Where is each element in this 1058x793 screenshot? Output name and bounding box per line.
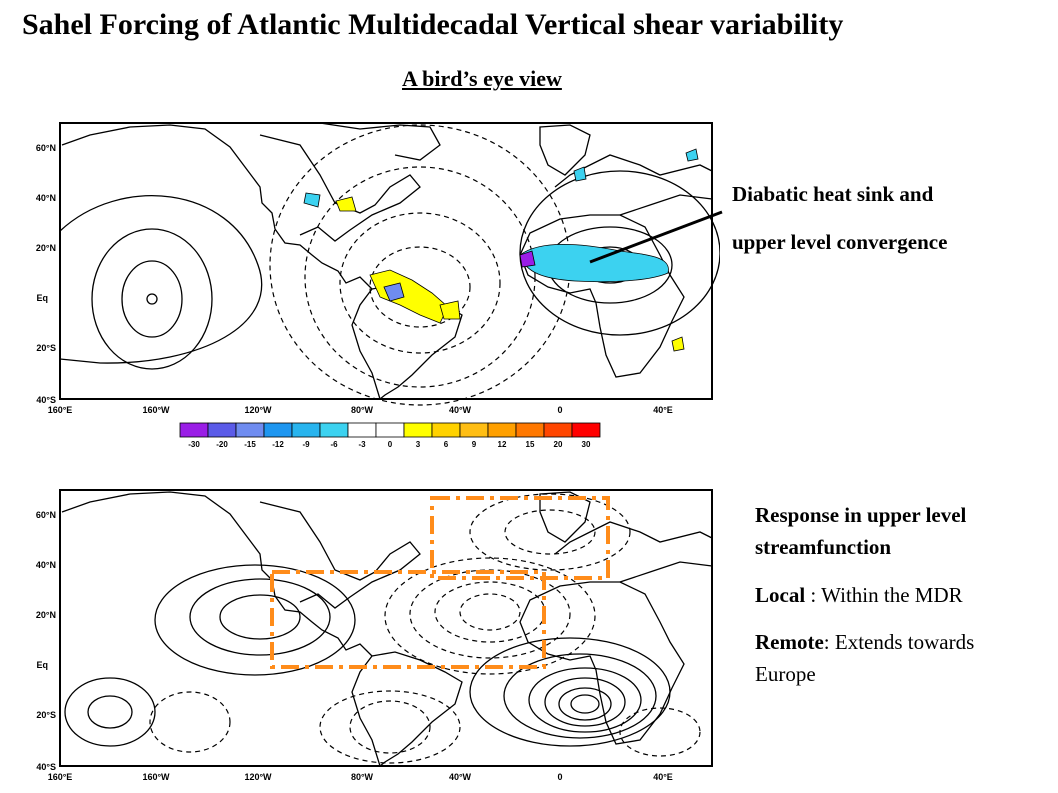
lat-label: Eq: [36, 660, 48, 670]
lat-label: 20°S: [36, 343, 56, 353]
lon-label: 40°E: [653, 772, 673, 782]
slide-subtitle: A bird’s eye view: [402, 66, 562, 91]
lon-label: 40°W: [449, 405, 472, 415]
lat-label: 40°N: [36, 560, 56, 570]
top-map-lat-labels: 60°N 40°N 20°N Eq 20°S 40°S: [36, 143, 56, 405]
top-map-shading: [303, 148, 699, 352]
colorbar-label: 6: [444, 440, 449, 449]
bottom-map: 60°N 40°N 20°N Eq 20°S 40°S 160°E 160°W …: [36, 489, 713, 782]
colorbar-label: 9: [472, 440, 477, 449]
remote-line: Remote: Extends towards: [755, 630, 974, 655]
lat-label: 40°S: [36, 395, 56, 405]
bottom-map-solid-contours: [64, 564, 671, 747]
colorbar-label: 30: [582, 440, 591, 449]
lat-label: 40°S: [36, 762, 56, 772]
slide-title: Sahel Forcing of Atlantic Multidecadal V…: [22, 8, 844, 41]
lat-label: 40°N: [36, 193, 56, 203]
annotation-line-2: upper level convergence: [732, 230, 948, 254]
lon-label: 0: [557, 405, 562, 415]
colorbar-label: 0: [388, 440, 393, 449]
local-line: Local : Within the MDR: [755, 583, 963, 608]
lat-label: 60°N: [36, 143, 56, 153]
colorbar-label: -3: [358, 440, 366, 449]
lon-label: 120°W: [244, 772, 272, 782]
lon-label: 40°E: [653, 405, 673, 415]
lon-label: 160°W: [142, 772, 170, 782]
local-text: : Within the MDR: [805, 583, 963, 607]
local-label: Local: [755, 583, 806, 607]
lat-label: 60°N: [36, 510, 56, 520]
lon-label: 160°E: [48, 405, 73, 415]
response-heading-line-1: Response in upper level: [755, 503, 967, 527]
bottom-map-lat-labels: 60°N 40°N 20°N Eq 20°S 40°S: [36, 510, 56, 772]
colorbar-label: 20: [554, 440, 563, 449]
colorbar-label: -9: [302, 440, 310, 449]
annotation-line-1: Diabatic heat sink and: [732, 182, 934, 206]
lon-label: 0: [557, 772, 562, 782]
top-map: 60°N 40°N 20°N Eq 20°S 40°S 160°E 160°W …: [36, 122, 720, 449]
bottom-map-lon-labels: 160°E 160°W 120°W 80°W 40°W 0 40°E: [48, 772, 673, 782]
lon-label: 80°W: [351, 405, 374, 415]
lat-label: 20°S: [36, 710, 56, 720]
colorbar-label: 3: [416, 440, 421, 449]
colorbar-label: -6: [330, 440, 338, 449]
colorbar-label: -15: [244, 440, 256, 449]
colorbar-label: -12: [272, 440, 284, 449]
colorbar-label: 15: [526, 440, 535, 449]
colorbar-swatch: [571, 422, 601, 438]
mdr-box: [270, 496, 610, 669]
remote-label: Remote: [755, 630, 824, 654]
response-heading-line-2: streamfunction: [755, 535, 892, 559]
lon-label: 80°W: [351, 772, 374, 782]
lat-label: Eq: [36, 293, 48, 303]
remote-text-1: : Extends towards: [823, 630, 975, 654]
lat-label: 20°N: [36, 610, 56, 620]
colorbar: -30 -20 -15 -12 -9 -6 -3 0 3 6 9 12 15 20 30: [179, 422, 601, 449]
colorbar-label: -20: [216, 440, 228, 449]
bottom-map-dashed-contours: [149, 493, 701, 764]
top-map-lon-labels: 160°E 160°W 120°W 80°W 40°W 0 40°E: [48, 405, 673, 415]
colorbar-label: -30: [188, 440, 200, 449]
lon-label: 160°W: [142, 405, 170, 415]
lat-label: 20°N: [36, 243, 56, 253]
lon-label: 40°W: [449, 772, 472, 782]
remote-text-2: Europe: [755, 662, 816, 686]
lon-label: 120°W: [244, 405, 272, 415]
colorbar-label: 12: [498, 440, 507, 449]
lon-label: 160°E: [48, 772, 73, 782]
